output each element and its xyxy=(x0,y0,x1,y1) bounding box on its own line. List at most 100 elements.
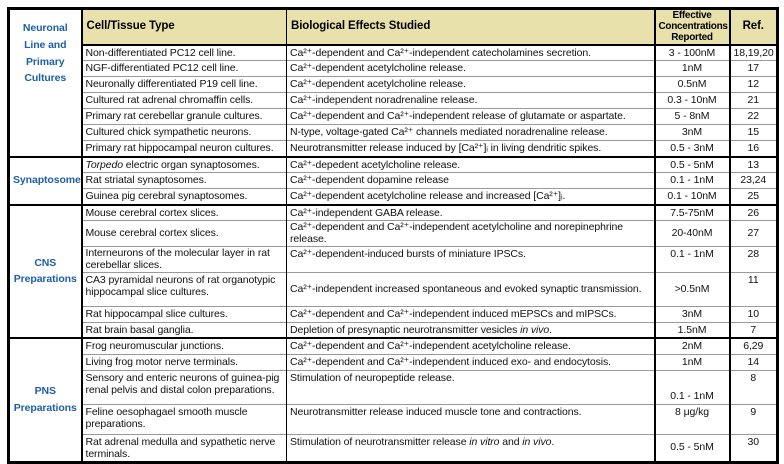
ref-cell: 23,24 xyxy=(729,172,778,189)
concentration-cell: 8 μg/kg xyxy=(654,403,731,435)
concentration-cell: 20-40nM xyxy=(654,220,731,247)
effect-cell: Ca²⁺-dependent and Ca²⁺-independent indu… xyxy=(286,353,656,371)
tissue-cell: CA3 pyramidal neurons of rat organotypic… xyxy=(81,271,287,307)
effect-cell: Depletion of presynaptic neurotransmitte… xyxy=(286,321,656,339)
table-row: Interneurons of the molecular layer in r… xyxy=(9,245,778,273)
col-header-effect: Biological Effects Studied xyxy=(286,8,656,45)
ref-cell: 26 xyxy=(729,203,778,221)
effect-cell: Ca²⁺-dependent and Ca²⁺-independent acet… xyxy=(286,220,656,247)
ref-cell: 22 xyxy=(729,108,778,125)
effect-cell: Ca²⁺-dependent and Ca²⁺-independent acet… xyxy=(286,337,656,355)
table-row: Neuronally differentiated P19 cell line.… xyxy=(9,76,778,93)
tissue-cell: Cultured rat adrenal chromaffin cells. xyxy=(81,92,287,109)
table-row: PNS Preparations Frog neuromuscular junc… xyxy=(8,337,778,463)
table-row: Sensory and enteric neurons of guinea-pi… xyxy=(9,369,778,405)
ref-cell: 10 xyxy=(729,305,778,323)
ref-cell: 30 xyxy=(729,433,778,463)
group-label-synaptosomes: Synaptosomes xyxy=(8,155,83,205)
tissue-cell: Mouse cerebral cortex slices. xyxy=(81,203,287,221)
effect-text: and xyxy=(499,435,523,448)
tissue-cell: Frog neuromuscular junctions. xyxy=(81,337,287,355)
concentration-cell: 1.5nM xyxy=(654,321,731,339)
ref-cell: 15 xyxy=(729,124,778,141)
group-label-neuronal: Neuronal Line and Primary Cultures xyxy=(8,8,83,157)
table-row: Non-differentiated PC12 cell line. Ca²⁺-… xyxy=(9,43,778,61)
concentration-cell: 3 - 100nM xyxy=(654,43,731,61)
tissue-cell: Primary rat cerebellar granule cultures. xyxy=(81,108,287,125)
ref-cell: 11 xyxy=(729,271,778,307)
concentration-cell: 0.5 - 5nM xyxy=(654,433,731,463)
table-row: Cultured chick sympathetic neurons. N-ty… xyxy=(9,124,778,141)
concentration-cell: 0.1 - 1nM xyxy=(654,369,731,405)
col-header-tissue: Cell/Tissue Type xyxy=(81,8,287,45)
effect-text: Depletion of presynaptic neurotransmitte… xyxy=(290,323,521,336)
effect-cell: Neurotransmitter release induced muscle … xyxy=(286,403,656,435)
effect-cell: Ca²⁺-independent increased spontaneous a… xyxy=(286,271,656,307)
tissue-cell: Rat striatal synaptosomes. xyxy=(81,172,287,189)
effect-cell: Ca²⁺-dependent and Ca²⁺-independent indu… xyxy=(286,305,656,323)
effect-cell: Ca²⁺-dependent-induced bursts of miniatu… xyxy=(286,245,656,273)
ref-cell: 8 xyxy=(729,369,778,405)
effect-text: Stimulation of neurotransmitter release xyxy=(290,435,470,448)
table-row: CA3 pyramidal neurons of rat organotypic… xyxy=(9,271,778,307)
effect-cell: Ca²⁺-dependent acetylcholine release and… xyxy=(286,188,656,205)
ref-cell: 12 xyxy=(729,76,778,93)
effect-cell: Ca²⁺-dependent dopamine release xyxy=(286,172,656,189)
effect-cell: N-type, voltage-gated Ca²⁺ channels medi… xyxy=(286,124,656,141)
effect-cell: Ca²⁺-dependent and Ca²⁺-independent cate… xyxy=(286,43,656,61)
table-row: Rat striatal synaptosomes. Ca²⁺-dependen… xyxy=(9,172,778,189)
table-row: Rat brain basal ganglia. Depletion of pr… xyxy=(9,321,778,339)
effect-cell: Ca²⁺-independent GABA release. xyxy=(286,203,656,221)
effect-cell: Stimulation of neuropeptide release. xyxy=(286,369,656,405)
concentration-cell: 0.1 - 1nM xyxy=(654,245,731,273)
effect-text: . xyxy=(549,323,552,336)
concentration-cell: 1nM xyxy=(654,60,731,77)
tissue-cell: NGF-differentiated PC12 cell line. xyxy=(81,60,287,77)
concentration-cell: 0.5 - 5nM xyxy=(654,155,731,173)
effect-cell: Ca²⁺-dependent and Ca²⁺-independent rele… xyxy=(286,108,656,125)
concentration-cell: 7.5-75nM xyxy=(654,203,731,221)
concentration-cell: 0.5nM xyxy=(654,76,731,93)
effect-text: . xyxy=(551,435,555,448)
ref-cell: 25 xyxy=(729,188,778,205)
ref-cell: 27 xyxy=(729,220,778,247)
table-row: Rat adrenal medulla and sypathetic nerve… xyxy=(9,433,778,463)
table-row: Synaptosomes Torpedo electric organ syna… xyxy=(8,155,778,205)
concentration-cell: 0.1 - 1nM xyxy=(654,172,731,189)
effect-cell: Neurotransmitter release induced by [Ca²… xyxy=(286,140,656,157)
tissue-cell: Cultured chick sympathetic neurons. xyxy=(81,124,287,141)
ref-cell: 9 xyxy=(729,403,778,435)
ref-cell: 28 xyxy=(729,245,778,273)
tissue-text: electric organ synaptosomes. xyxy=(122,158,260,171)
effect-cell: Ca²⁺-independent noradrenaline release. xyxy=(286,92,656,109)
concentration-cell: 0.5 - 3nM xyxy=(654,140,731,157)
effect-cell: Ca²⁺-dependent acetylcholine release. xyxy=(286,60,656,77)
effect-cell: Ca²⁺-dependent acetylcholine release. xyxy=(286,76,656,93)
concentration-cell: 3nM xyxy=(654,124,731,141)
col-header-ref: Ref. xyxy=(729,8,778,45)
table-row: NGF-differentiated PC12 cell line. Ca²⁺-… xyxy=(9,60,778,77)
tissue-cell: Sensory and enteric neurons of guinea-pi… xyxy=(81,369,287,405)
tissue-cell: Rat adrenal medulla and sypathetic nerve… xyxy=(81,433,287,463)
tissue-cell: Rat hippocampal slice cultures. xyxy=(81,305,287,323)
tissue-cell: Living frog motor nerve terminals. xyxy=(81,353,287,371)
ref-cell: 7 xyxy=(729,321,778,339)
concentration-cell: 2nM xyxy=(654,337,731,355)
tissue-cell: Primary rat hippocampal neuron cultures. xyxy=(81,140,287,157)
concentration-cell: 0.1 - 10nM xyxy=(654,188,731,205)
tissue-cell: Interneurons of the molecular layer in r… xyxy=(81,245,287,273)
tissue-cell: Non-differentiated PC12 cell line. xyxy=(81,43,287,61)
ref-cell: 18,19,20 xyxy=(729,43,778,61)
table-header-row: Neuronal Line and Primary Cultures Cell/… xyxy=(8,8,778,157)
concentration-cell: 5 - 8nM xyxy=(654,108,731,125)
table-row: Rat hippocampal slice cultures. Ca²⁺-dep… xyxy=(9,305,778,323)
table-row: CNS Preparations Mouse cerebral cortex s… xyxy=(8,203,778,339)
concentration-cell: 3nM xyxy=(654,305,731,323)
tissue-cell: Mouse cerebral cortex slices. xyxy=(81,220,287,247)
effects-table: Neuronal Line and Primary Cultures Cell/… xyxy=(7,7,779,464)
concentration-cell: >0.5nM xyxy=(654,271,731,307)
table-row: Cultured rat adrenal chromaffin cells. C… xyxy=(9,92,778,109)
table-row: Guinea pig cerebral synaptosomes. Ca²⁺-d… xyxy=(9,188,778,205)
ref-cell: 16 xyxy=(729,140,778,157)
